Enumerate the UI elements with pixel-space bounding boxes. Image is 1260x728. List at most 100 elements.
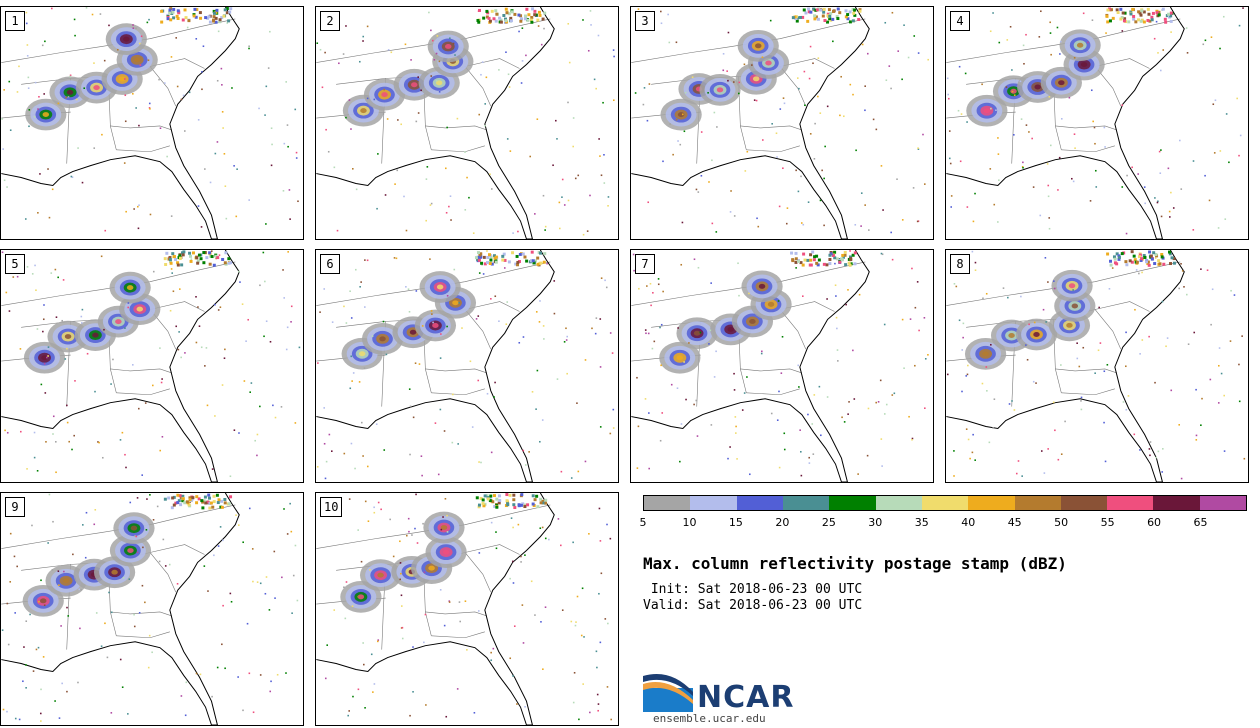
state-border: [746, 388, 800, 396]
member-number: 4: [950, 11, 970, 31]
colorbar-swatch: [1014, 496, 1061, 510]
state-border: [1055, 125, 1117, 131]
state-border: [431, 145, 485, 153]
colorbar-swatch: [782, 496, 830, 510]
storm-cluster: [1, 493, 299, 722]
colorbar-tick-label: 25: [821, 516, 836, 529]
reflectivity-map: [1, 493, 299, 725]
coastline: [316, 250, 555, 482]
state-border: [746, 145, 800, 153]
state-border: [464, 552, 492, 593]
colorbar-tick-label: 5: [639, 516, 647, 529]
storm-cluster: [316, 7, 615, 236]
member-number: 7: [635, 254, 655, 274]
coastline: [316, 493, 555, 725]
member-number: 1: [5, 11, 25, 31]
member-panel-9: 9: [0, 492, 304, 726]
colorbar-tick-label: 40: [961, 516, 976, 529]
colorbar-tick-label: 65: [1193, 516, 1208, 529]
colorbar-tick-label: 60: [1147, 516, 1162, 529]
member-number: 10: [320, 497, 343, 517]
colorbar-tick-label: 20: [775, 516, 790, 529]
storm-cluster: [634, 7, 929, 234]
plot-title: Max. column reflectivity postage stamp (…: [643, 554, 1067, 573]
member-number: 3: [635, 11, 655, 31]
state-border: [425, 368, 487, 374]
colorbar-swatch: [736, 496, 783, 510]
state-border: [464, 66, 492, 107]
colorbar-swatch: [690, 496, 737, 510]
member-panel-10: 10: [315, 492, 619, 726]
colorbar-tick-label: 35: [914, 516, 929, 529]
member-panel-7: 7: [630, 249, 934, 483]
reflectivity-map: [631, 7, 929, 239]
colorbar-tick-label: 50: [1054, 516, 1069, 529]
state-border: [1055, 368, 1117, 374]
storm-cluster: [1, 250, 301, 478]
colorbar-swatch: [968, 496, 1015, 510]
reflectivity-map: [631, 250, 929, 482]
coastline: [631, 250, 870, 482]
coastline: [946, 7, 1185, 239]
reflectivity-map: [316, 7, 615, 239]
state-border: [110, 125, 172, 131]
state-border: [1094, 309, 1122, 350]
member-panel-4: 4: [945, 6, 1249, 240]
state-border: [149, 66, 177, 107]
colorbar-swatch: [875, 496, 922, 510]
ensemble-url: ensemble.ucar.edu: [653, 712, 766, 725]
colorbar-ticks: 5 10 15 20 25 30 35 40 45 50 55 60 65: [639, 516, 1247, 530]
state-border: [1094, 66, 1122, 107]
member-number: 5: [5, 254, 25, 274]
storm-cluster: [1, 7, 299, 232]
reflectivity-colorbar: [643, 495, 1247, 511]
colorbar-swatch: [1153, 496, 1200, 510]
colorbar-tick-label: 45: [1007, 516, 1022, 529]
state-border: [740, 125, 802, 131]
state-border: [779, 309, 807, 350]
state-border: [425, 125, 487, 131]
state-border: [425, 611, 487, 617]
member-number: 8: [950, 254, 970, 274]
state-border: [431, 388, 485, 396]
storm-cluster: [632, 250, 929, 477]
ncar-logo-text: NCAR: [697, 680, 795, 715]
state-border: [464, 309, 492, 350]
reflectivity-map: [1, 7, 299, 239]
coastline: [946, 250, 1185, 482]
coastline: [1, 7, 240, 239]
member-panel-1: 1: [0, 6, 304, 240]
state-border: [116, 631, 170, 639]
member-panel-6: 6: [315, 249, 619, 483]
valid-time: Valid: Sat 2018-06-23 00 UTC: [643, 598, 863, 613]
state-border: [740, 368, 802, 374]
reflectivity-map: [946, 7, 1244, 239]
reflectivity-map: [946, 250, 1246, 482]
reflectivity-map: [1, 250, 301, 482]
coastline: [1, 493, 240, 725]
state-border: [431, 631, 485, 639]
coastline: [631, 7, 870, 239]
coastline: [316, 7, 555, 239]
state-border: [110, 368, 172, 374]
colorbar-swatch: [921, 496, 969, 510]
coastline: [1, 250, 240, 482]
state-border: [779, 66, 807, 107]
member-panel-8: 8: [945, 249, 1249, 483]
storm-cluster: [946, 250, 1246, 480]
member-number: 6: [320, 254, 340, 274]
init-time: Init: Sat 2018-06-23 00 UTC: [643, 582, 863, 597]
colorbar-swatch: [1107, 496, 1154, 510]
colorbar-tick-label: 15: [728, 516, 743, 529]
state-border: [116, 388, 170, 396]
member-panel-3: 3: [630, 6, 934, 240]
state-border: [110, 611, 172, 617]
colorbar-swatch: [829, 496, 876, 510]
colorbar-swatch: [644, 496, 691, 510]
member-number: 2: [320, 11, 340, 31]
state-border: [116, 145, 170, 153]
state-border: [1061, 145, 1115, 153]
member-panel-5: 5: [0, 249, 304, 483]
storm-cluster: [946, 7, 1244, 235]
colorbar-swatch: [1199, 496, 1247, 510]
